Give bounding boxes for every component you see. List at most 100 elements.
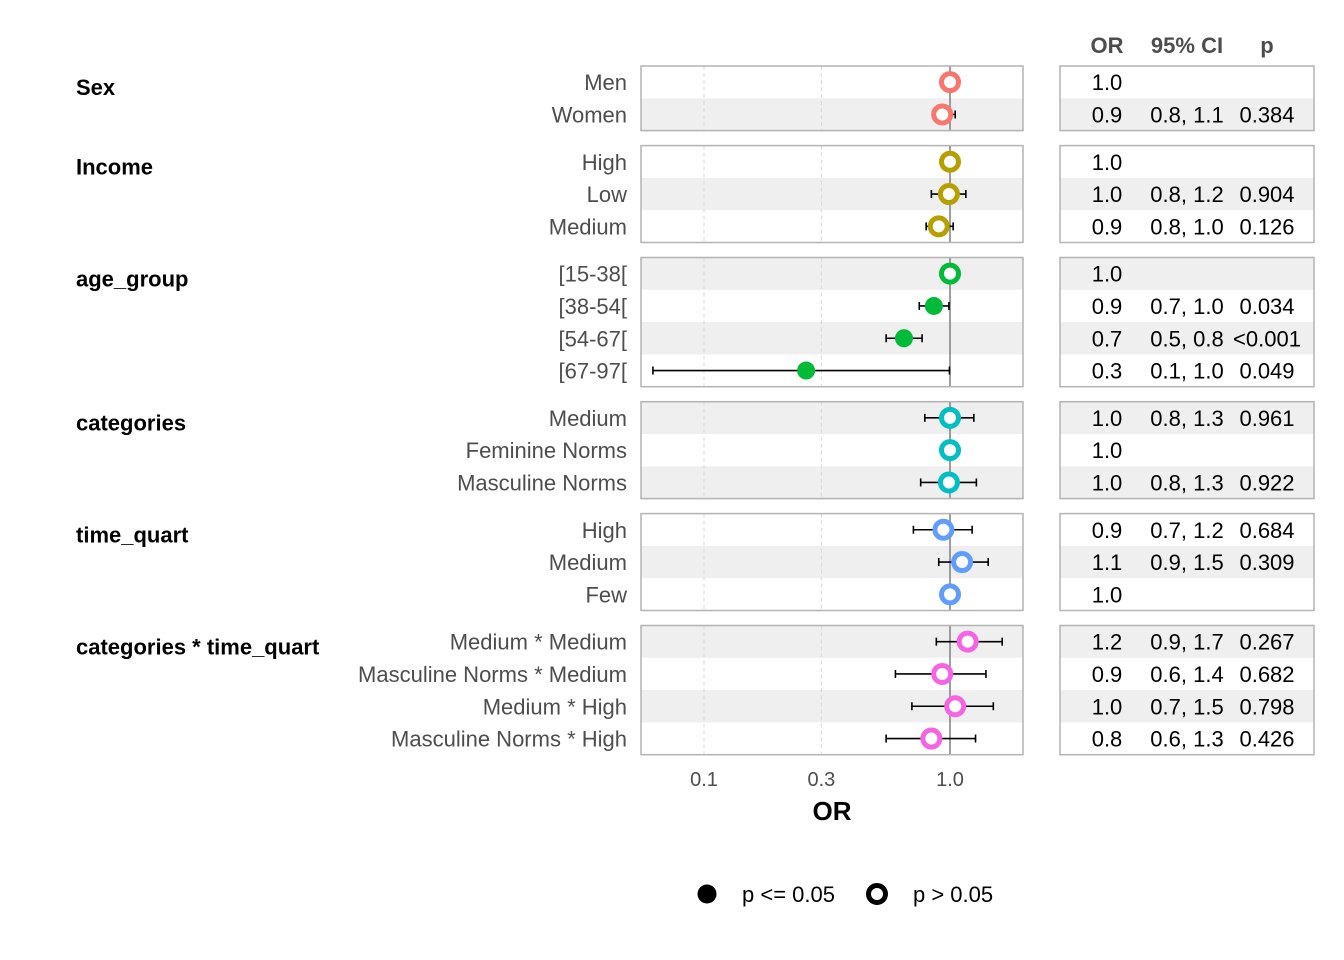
table-cell-or: 0.9 (1092, 102, 1123, 127)
x-tick-label: 0.1 (690, 769, 718, 791)
point-nonsignificant (931, 103, 954, 126)
group-label: time_quart (76, 523, 189, 548)
panel-border (640, 144, 1024, 244)
table-cell-p: 0.126 (1239, 214, 1294, 239)
table-cell-ci: 0.8, 1.0 (1150, 214, 1223, 239)
row-label: [38-54[ (559, 294, 628, 319)
row-label: Medium (549, 214, 627, 239)
table-cell-or: 1.0 (1092, 470, 1123, 495)
table-cell-p: 0.682 (1239, 662, 1294, 687)
table-cell-or: 1.0 (1092, 262, 1123, 287)
table-cell-or: 1.0 (1092, 70, 1123, 95)
table-cell-or: 1.0 (1092, 438, 1123, 463)
results-table: OR 95% CI p 1.0 0.9 0.8, 1.1 0.384 1.0 1.0 0.8, 1… (1059, 33, 1315, 756)
point-nonsignificant (956, 630, 979, 653)
table-header-ci: 95% CI (1151, 33, 1223, 58)
table-panel-border (1059, 624, 1315, 756)
table-panel-border (1059, 144, 1315, 244)
table-cell-p: 0.426 (1239, 727, 1294, 752)
table-cell-or: 0.9 (1092, 662, 1123, 687)
table-cell-or: 0.9 (1092, 518, 1123, 543)
table-cell-or: 0.3 (1092, 359, 1123, 384)
x-axis-title: OR (813, 796, 852, 826)
table-cell-p: 0.309 (1239, 550, 1294, 575)
legend-marker-significant (697, 884, 717, 904)
point-significant (894, 329, 913, 348)
table-cell-p: 0.922 (1239, 470, 1294, 495)
row-label: High (582, 150, 627, 175)
point-nonsignificant (951, 551, 974, 574)
table-cell-or: 1.0 (1092, 150, 1123, 175)
table-cell-or: 1.2 (1092, 630, 1123, 655)
table-cell-ci: 0.9, 1.5 (1150, 550, 1223, 575)
table-cell-or: 1.0 (1092, 582, 1123, 607)
point-nonsignificant (939, 439, 961, 462)
point-significant (924, 296, 943, 315)
table-cell-or: 1.1 (1092, 550, 1123, 575)
point-nonsignificant (939, 71, 961, 94)
table-cell-ci: 0.6, 1.4 (1150, 662, 1223, 687)
x-tick-label: 0.3 (807, 769, 835, 791)
point-nonsignificant (939, 406, 961, 429)
point-nonsignificant (939, 262, 961, 285)
point-nonsignificant (944, 695, 967, 718)
table-cell-ci: 0.1, 1.0 (1150, 359, 1223, 384)
table-row-stripe (1060, 690, 1314, 723)
table-cell-ci: 0.5, 0.8 (1150, 326, 1223, 351)
row-label: Medium * Medium (450, 630, 627, 655)
row-label: Few (585, 582, 627, 607)
group-label: age_group (76, 267, 188, 292)
table-cell-ci: 0.8, 1.1 (1150, 102, 1223, 127)
point-significant (797, 361, 816, 380)
plot-panels: Sex Men Women Income High Low Medium age_group [… (76, 65, 1024, 756)
table-row-stripe (1060, 177, 1314, 211)
panel-border (640, 65, 1024, 132)
table-cell-p: 0.684 (1239, 518, 1294, 543)
row-label: Medium (549, 406, 627, 431)
point-nonsignificant (937, 183, 960, 206)
panel-border (640, 400, 1024, 500)
group-label: Sex (76, 75, 116, 100)
table-cell-or: 1.0 (1092, 182, 1123, 207)
row-label: High (582, 518, 627, 543)
row-stripe (641, 257, 1023, 290)
table-cell-p: 0.904 (1239, 182, 1294, 207)
point-nonsignificant (931, 662, 954, 685)
table-cell-or: 0.9 (1092, 294, 1123, 319)
table-cell-p: 0.049 (1239, 359, 1294, 384)
table-panel-border (1059, 400, 1315, 500)
point-nonsignificant (932, 518, 955, 541)
table-cell-ci: 0.9, 1.7 (1150, 630, 1223, 655)
group-label: categories * time_quart (76, 635, 320, 660)
table-header-or: OR (1091, 33, 1124, 58)
table-cell-p: 0.267 (1239, 630, 1294, 655)
table-row-stripe (1060, 466, 1314, 499)
table-panel-border (1059, 65, 1315, 132)
row-label: [54-67[ (559, 326, 628, 351)
panel-border (640, 256, 1024, 388)
table-cell-ci: 0.8, 1.3 (1150, 470, 1223, 495)
row-label: Medium * High (483, 694, 627, 719)
group-label: categories (76, 411, 186, 436)
table-cell-ci: 0.6, 1.3 (1150, 727, 1223, 752)
point-nonsignificant (939, 150, 961, 173)
table-row-stripe (1060, 401, 1314, 434)
table-cell-p: 0.798 (1239, 694, 1294, 719)
point-nonsignificant (920, 727, 943, 750)
table-cell-ci: 0.7, 1.5 (1150, 694, 1223, 719)
legend-marker-nonsignificant (866, 883, 888, 905)
table-cell-p: 0.034 (1239, 294, 1294, 319)
row-stripe (641, 322, 1023, 355)
row-label: Medium (549, 550, 627, 575)
table-cell-ci: 0.8, 1.2 (1150, 182, 1223, 207)
table-row-stripe (1060, 257, 1314, 290)
table-cell-or: 0.7 (1092, 326, 1123, 351)
table-cell-or: 1.0 (1092, 694, 1123, 719)
row-label: Low (587, 182, 627, 207)
table-header-p: p (1260, 33, 1273, 58)
table-row-stripe (1060, 545, 1314, 579)
row-label: Women (552, 102, 627, 127)
table-cell-ci: 0.7, 1.2 (1150, 518, 1223, 543)
point-nonsignificant (937, 471, 960, 494)
